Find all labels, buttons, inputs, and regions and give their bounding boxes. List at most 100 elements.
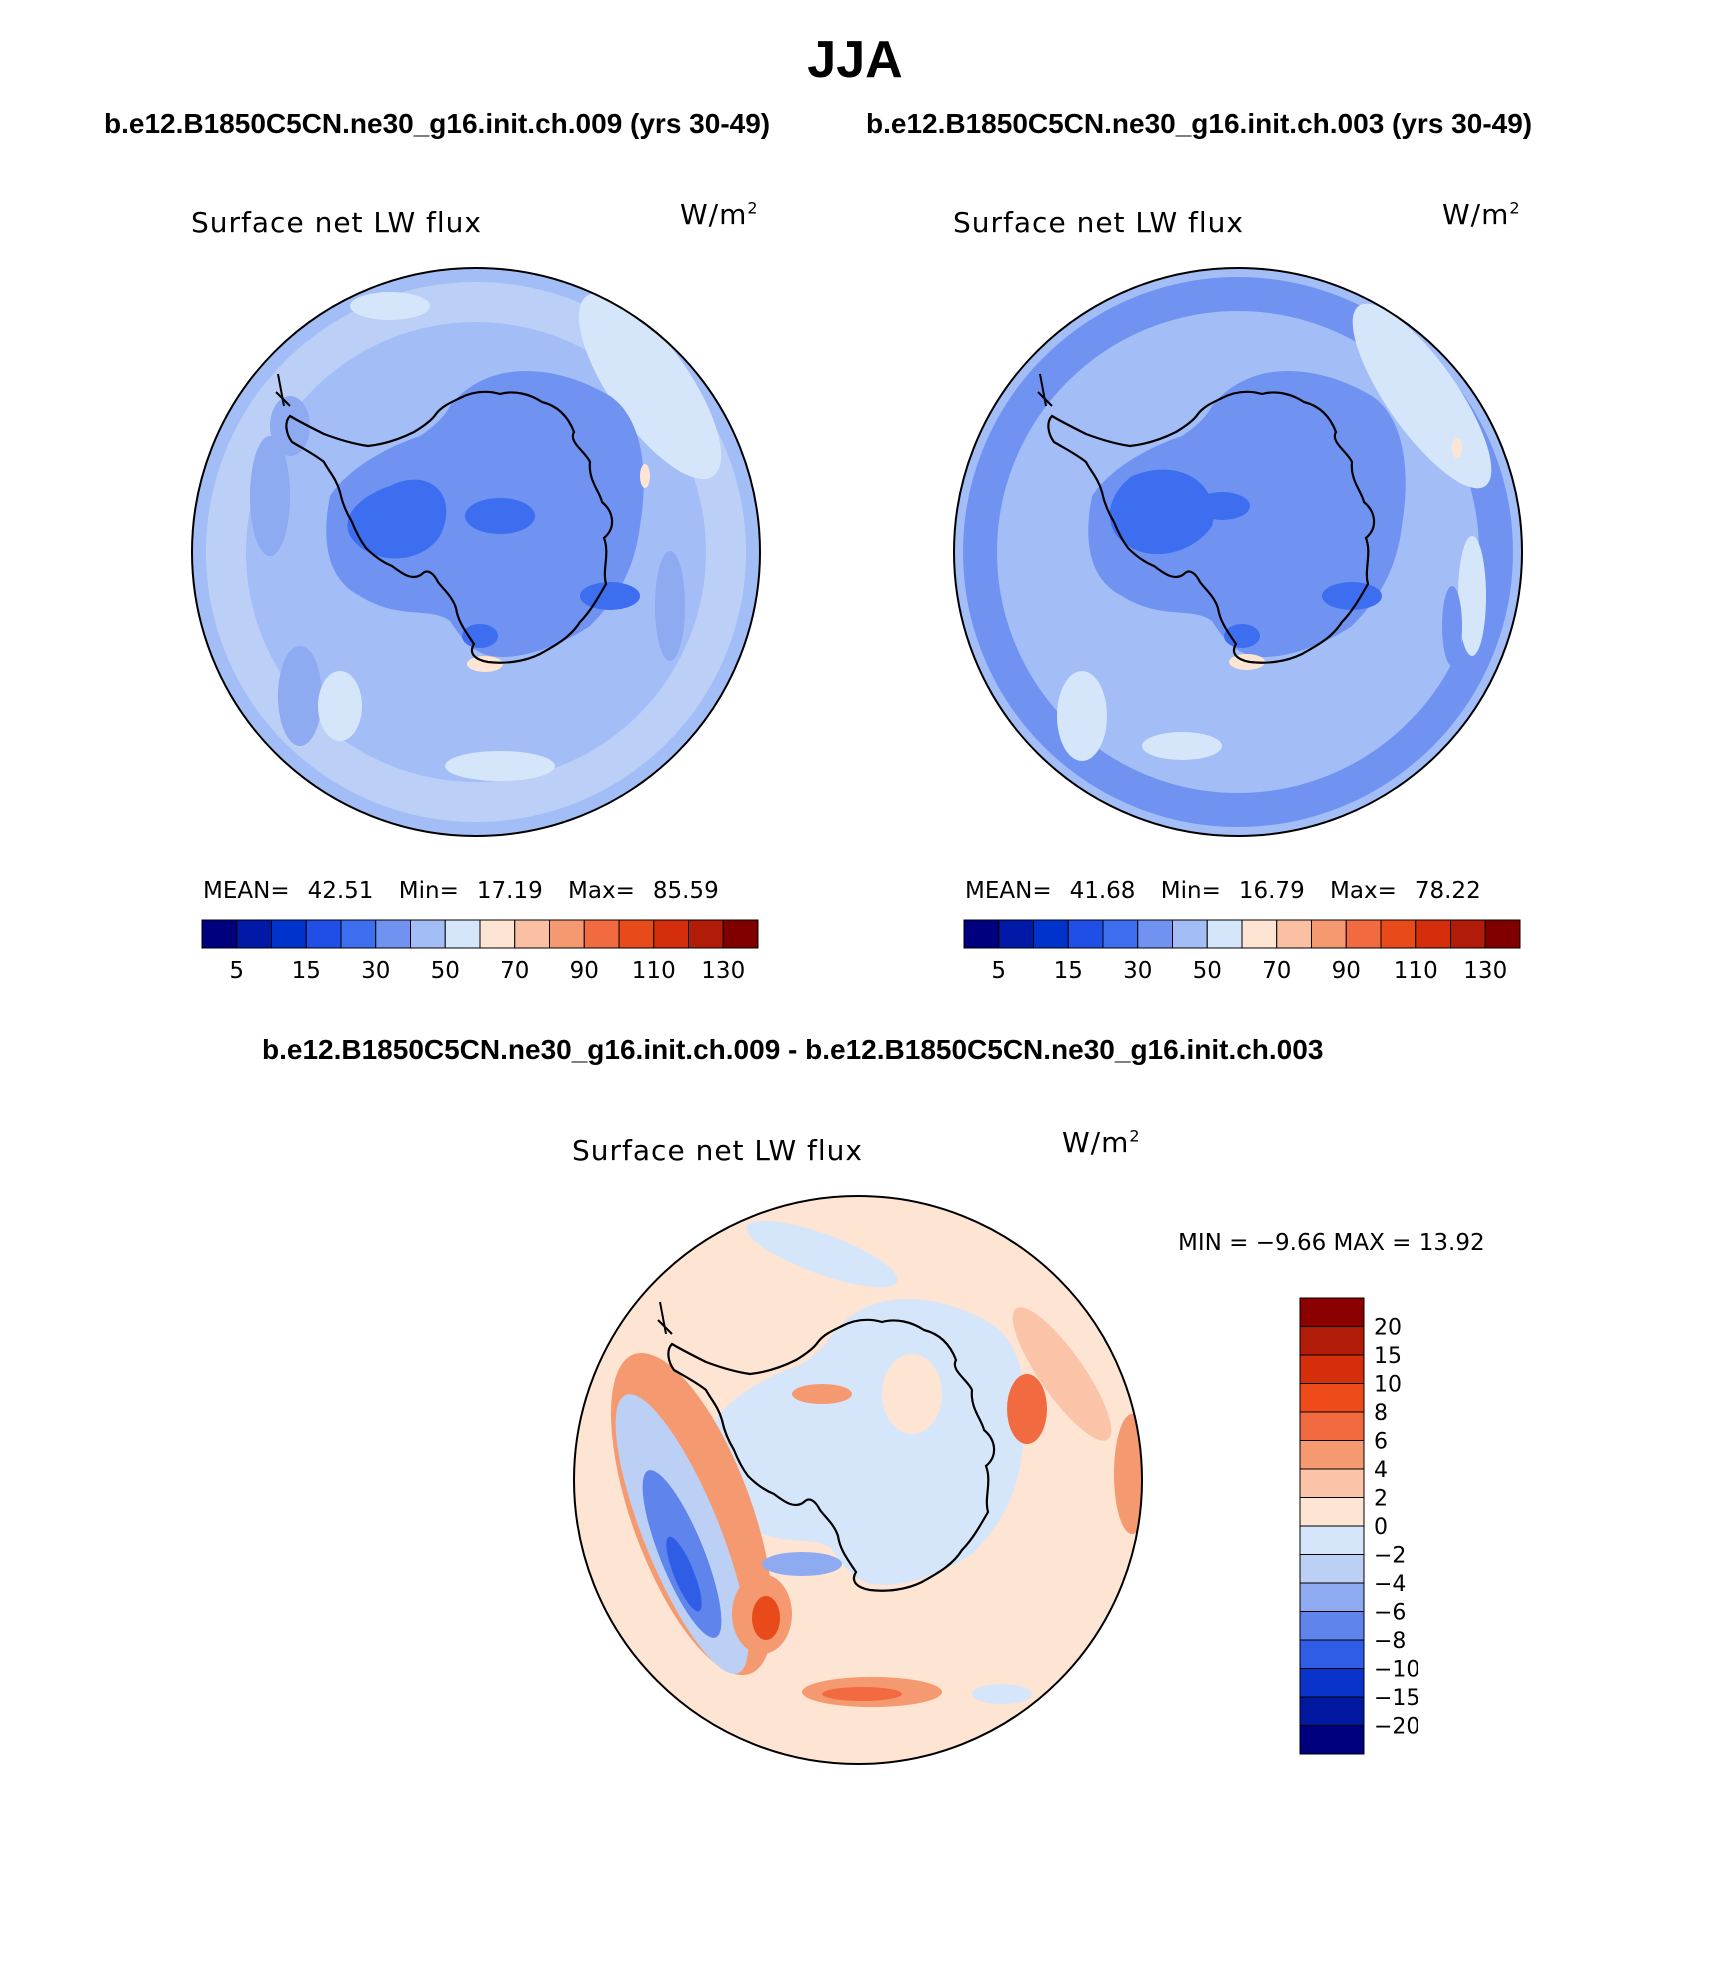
colorbar-tick-label: 30 bbox=[361, 958, 390, 984]
left-stats: MEAN= 42.51 Min= 17.19 Max= 85.59 bbox=[203, 878, 719, 904]
colorbar-tick-label: 110 bbox=[1394, 958, 1438, 984]
colorbar-swatch bbox=[1311, 919, 1347, 949]
right-map-field bbox=[954, 268, 1522, 836]
colorbar-tick-label: −15 bbox=[1374, 1686, 1418, 1711]
diff-variable-label: Surface net LW flux bbox=[572, 1134, 863, 1167]
colorbar-swatch bbox=[1299, 1582, 1365, 1612]
colorbar-swatch bbox=[1299, 1696, 1365, 1726]
colorbar-swatch bbox=[1299, 1411, 1365, 1441]
diff-title: b.e12.B1850C5CN.ne30_g16.init.ch.009 - b… bbox=[262, 1034, 1324, 1065]
colorbar-swatch bbox=[1299, 1725, 1365, 1755]
colorbar-swatch bbox=[514, 919, 550, 949]
diff-units-label: W/m2 bbox=[1062, 1126, 1141, 1159]
colorbar-tick-label: 5 bbox=[991, 958, 1006, 984]
left-variable-label: Surface net LW flux bbox=[191, 206, 482, 239]
colorbar-swatch bbox=[1299, 1326, 1365, 1356]
colorbar-swatch bbox=[688, 919, 724, 949]
diff-map-field bbox=[574, 1196, 1142, 1764]
colorbar-swatch bbox=[410, 919, 446, 949]
colorbar-tick-label: 90 bbox=[570, 958, 599, 984]
colorbar-swatch bbox=[236, 919, 272, 949]
colorbar-swatch bbox=[1450, 919, 1486, 949]
colorbar-swatch bbox=[1299, 1611, 1365, 1641]
colorbar-tick-label: 110 bbox=[632, 958, 676, 984]
colorbar-swatch bbox=[1067, 919, 1104, 949]
colorbar-swatch bbox=[653, 919, 689, 949]
colorbar-swatch bbox=[1172, 919, 1208, 949]
colorbar-tick-label: 130 bbox=[1463, 958, 1507, 984]
colorbar-swatch bbox=[1299, 1554, 1365, 1584]
colorbar-swatch bbox=[998, 919, 1034, 949]
right-units-label: W/m2 bbox=[1442, 198, 1521, 231]
colorbar-tick-label: 5 bbox=[229, 958, 244, 984]
colorbar-swatch bbox=[1299, 1468, 1365, 1498]
colorbar-tick-label: 15 bbox=[1054, 958, 1083, 984]
colorbar-swatch bbox=[1299, 1497, 1365, 1527]
colorbar-tick-label: 10 bbox=[1374, 1373, 1402, 1398]
left-case-title: b.e12.B1850C5CN.ne30_g16.init.ch.009 (yr… bbox=[104, 108, 771, 139]
colorbar-tick-label: 90 bbox=[1332, 958, 1361, 984]
colorbar-tick-label: 2 bbox=[1374, 1487, 1388, 1512]
diff-polar-map bbox=[573, 1195, 1143, 1765]
colorbar-swatch bbox=[549, 919, 585, 949]
colorbar-tick-label: 15 bbox=[1374, 1344, 1402, 1369]
colorbar-swatch bbox=[1033, 919, 1069, 949]
left-map-field bbox=[192, 268, 760, 836]
colorbar-tick-label: 130 bbox=[701, 958, 745, 984]
colorbar-swatch bbox=[375, 919, 411, 949]
colorbar-tick-label: 50 bbox=[1193, 958, 1222, 984]
colorbar-swatch bbox=[1299, 1668, 1365, 1698]
colorbar-tick-label: 70 bbox=[500, 958, 529, 984]
right-stats: MEAN= 41.68 Min= 16.79 Max= 78.22 bbox=[965, 878, 1481, 904]
colorbar-tick-label: −2 bbox=[1374, 1544, 1406, 1569]
colorbar-swatch bbox=[1484, 919, 1521, 949]
diff-minmax: MIN = −9.66 MAX = 13.92 bbox=[1178, 1230, 1485, 1256]
colorbar-swatch bbox=[1102, 919, 1139, 949]
colorbar-swatch bbox=[1241, 919, 1278, 949]
right-case-title: b.e12.B1850C5CN.ne30_g16.init.ch.003 (yr… bbox=[866, 108, 1533, 139]
colorbar-swatch bbox=[1206, 919, 1243, 949]
colorbar-swatch bbox=[583, 919, 620, 949]
right-polar-map bbox=[953, 267, 1523, 837]
right-variable-label: Surface net LW flux bbox=[953, 206, 1244, 239]
colorbar-swatch bbox=[1299, 1383, 1365, 1413]
colorbar-tick-label: 0 bbox=[1374, 1515, 1388, 1540]
colorbar-swatch bbox=[722, 919, 759, 949]
colorbar-tick-label: 8 bbox=[1374, 1401, 1388, 1426]
colorbar-tick-label: −4 bbox=[1374, 1572, 1406, 1597]
colorbar-tick-label: 6 bbox=[1374, 1430, 1388, 1455]
colorbar-tick-label: 4 bbox=[1374, 1458, 1388, 1483]
colorbar-swatch bbox=[271, 919, 307, 949]
colorbar-swatch bbox=[1299, 1525, 1365, 1555]
colorbar-tick-label: 20 bbox=[1374, 1316, 1402, 1341]
colorbar-swatch bbox=[1299, 1440, 1365, 1470]
colorbar-swatch bbox=[1415, 919, 1451, 949]
colorbar-tick-label: −10 bbox=[1374, 1658, 1418, 1683]
colorbar-tick-label: 15 bbox=[292, 958, 321, 984]
colorbar-swatch bbox=[1299, 1297, 1365, 1327]
left-polar-map bbox=[191, 267, 761, 837]
colorbar-swatch bbox=[305, 919, 342, 949]
colorbar-tick-label: 70 bbox=[1262, 958, 1291, 984]
colorbar-swatch bbox=[1345, 919, 1382, 949]
right-colorbar: 5 15 30 50 70 90 110 130 bbox=[963, 919, 1521, 984]
colorbar-swatch bbox=[963, 919, 1000, 949]
colorbar-swatch bbox=[479, 919, 516, 949]
colorbar-tick-label: −6 bbox=[1374, 1601, 1406, 1626]
left-colorbar: 5 15 30 50 70 90 110 130 bbox=[201, 919, 759, 984]
left-units-label: W/m2 bbox=[680, 198, 759, 231]
colorbar-swatch bbox=[340, 919, 377, 949]
colorbar-swatch bbox=[1299, 1354, 1365, 1384]
figure-title: JJA bbox=[807, 31, 903, 89]
colorbar-swatch bbox=[1137, 919, 1173, 949]
colorbar-swatch bbox=[1276, 919, 1312, 949]
colorbar-swatch bbox=[1380, 919, 1417, 949]
colorbar-tick-label: −20 bbox=[1374, 1715, 1418, 1740]
colorbar-swatch bbox=[1299, 1639, 1365, 1669]
colorbar-swatch bbox=[618, 919, 655, 949]
colorbar-swatch bbox=[444, 919, 481, 949]
colorbar-tick-label: 30 bbox=[1123, 958, 1152, 984]
colorbar-swatch bbox=[201, 919, 238, 949]
colorbar-tick-label: −8 bbox=[1374, 1629, 1406, 1654]
